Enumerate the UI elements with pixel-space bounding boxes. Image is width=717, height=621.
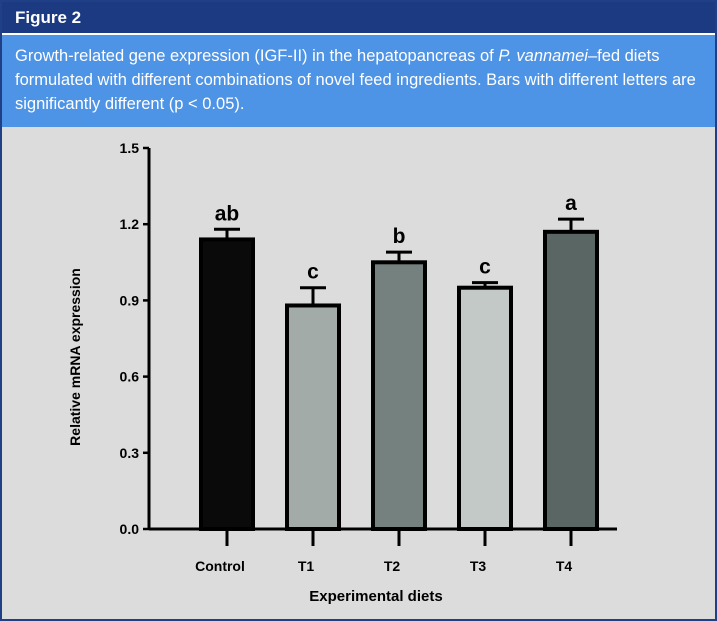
figure-label: Figure 2 xyxy=(15,8,82,27)
bar xyxy=(285,303,341,532)
x-axis-title: Experimental diets xyxy=(309,588,442,605)
y-tick-label: 0.0 xyxy=(120,521,140,537)
x-tick-label: T4 xyxy=(556,558,573,574)
caption-text-start: Growth-related gene expression (IGF-II) … xyxy=(15,47,499,65)
y-tick-label: 1.2 xyxy=(120,216,140,232)
x-tick-label: T2 xyxy=(384,558,401,574)
caption-text: Growth-related gene expression (IGF-II) … xyxy=(15,44,705,116)
significance-letter: a xyxy=(565,192,577,215)
significance-letter: c xyxy=(479,256,491,279)
bar xyxy=(457,285,513,532)
x-tick-label: Control xyxy=(195,558,245,574)
x-tick-label: T1 xyxy=(298,558,315,574)
caption-text-end: –fed diets formulated with different com… xyxy=(15,47,696,113)
figure-header: Figure 2 xyxy=(2,2,715,35)
significance-letter: ab xyxy=(215,202,240,225)
bar xyxy=(199,237,255,531)
significance-letter: c xyxy=(307,261,319,284)
bar xyxy=(543,229,599,531)
figure-caption: Growth-related gene expression (IGF-II) … xyxy=(2,35,715,127)
bar xyxy=(371,260,427,531)
x-tick-label: T3 xyxy=(470,558,487,574)
y-tick-label: 0.9 xyxy=(120,292,140,308)
significance-letter: b xyxy=(393,225,406,248)
y-axis-title: Relative mRNA expression xyxy=(67,268,83,446)
y-tick-label: 0.3 xyxy=(120,445,140,461)
y-tick-label: 0.6 xyxy=(120,369,140,385)
y-tick-label: 1.5 xyxy=(120,140,140,156)
caption-species-name: P. vannamei xyxy=(498,47,588,65)
